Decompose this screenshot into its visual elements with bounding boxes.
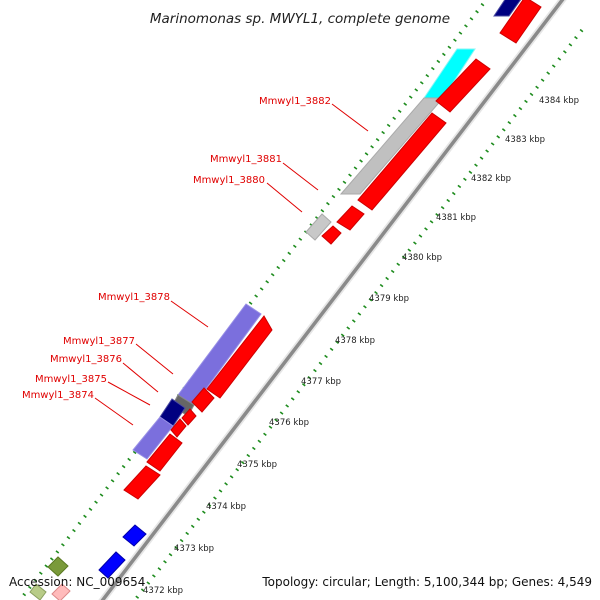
genome-title: Marinomonas sp. MWYL1, complete genome: [150, 11, 450, 27]
feature-red-top: [499, 0, 542, 44]
feature-3880: [305, 213, 332, 241]
tick-label-4378: 4378 kbp: [335, 336, 375, 346]
feature-red-6: [206, 315, 273, 399]
inner-features: [51, 0, 542, 600]
inner-tick-line: [133, 28, 584, 600]
gene-label-3876[interactable]: Mmwyl1_3876: [50, 354, 122, 365]
tick-label-4372: 4372 kbp: [143, 586, 183, 596]
genome-backbone: [98, 0, 567, 600]
tick-label-4376: 4376 kbp: [269, 418, 309, 428]
feature-blue-1: [122, 524, 147, 547]
feature-red-8: [181, 408, 197, 426]
feature-red-3: [357, 112, 447, 211]
gene-label-3878[interactable]: Mmwyl1_3878: [98, 292, 170, 303]
feature-olive: [47, 556, 69, 577]
feature-olive-2: [29, 583, 47, 600]
feature-red-11: [123, 465, 161, 500]
feature-red-7: [191, 387, 215, 413]
tick-label-4374: 4374 kbp: [206, 502, 246, 512]
gene-label-3877[interactable]: Mmwyl1_3877: [63, 336, 135, 347]
tick-label-4379: 4379 kbp: [369, 294, 409, 304]
feature-red-2: [435, 58, 491, 113]
tick-label-4373: 4373 kbp: [174, 544, 214, 554]
tick-label-4381: 4381 kbp: [436, 213, 476, 223]
feature-navy-top: [493, 0, 522, 17]
tick-label-4375: 4375 kbp: [237, 460, 277, 470]
genome-summary: Topology: circular; Length: 5,100,344 bp…: [261, 575, 592, 589]
accession-text: Accession: NC_009654: [9, 575, 145, 589]
tick-label-4382: 4382 kbp: [471, 174, 511, 184]
gene-label-3881[interactable]: Mmwyl1_3881: [210, 154, 282, 165]
outer-tick-line: [18, 2, 485, 600]
tick-label-4384: 4384 kbp: [539, 96, 579, 106]
feature-red-4: [336, 205, 365, 231]
gene-label-3880[interactable]: Mmwyl1_3880: [193, 175, 265, 186]
feature-3874: [132, 416, 174, 460]
gene-label-3874[interactable]: Mmwyl1_3874: [22, 390, 94, 401]
feature-red-9: [170, 418, 187, 438]
feature-blue-2: [98, 551, 126, 579]
feature-pink: [51, 583, 71, 600]
label-callouts: [94, 103, 369, 426]
tick-label-4377: 4377 kbp: [301, 377, 341, 387]
tick-label-4383: 4383 kbp: [505, 135, 545, 145]
tick-labels: 4384 kbp 4383 kbp 4382 kbp 4381 kbp 4380…: [143, 96, 579, 596]
feature-red-5: [321, 225, 342, 245]
gene-label-3875[interactable]: Mmwyl1_3875: [35, 374, 107, 385]
tick-label-4380: 4380 kbp: [402, 253, 442, 263]
feature-red-10: [146, 433, 183, 472]
gene-label-3882[interactable]: Mmwyl1_3882: [259, 96, 331, 107]
